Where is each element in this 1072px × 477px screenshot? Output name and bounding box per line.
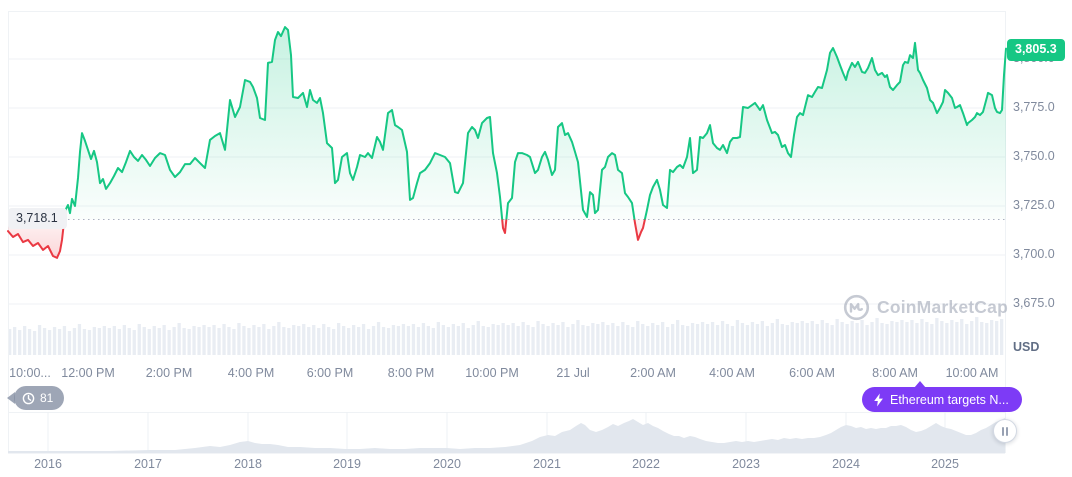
timeline-range-handle[interactable] xyxy=(993,419,1017,443)
lightning-icon xyxy=(874,393,883,406)
x-axis-tick: 12:00 PM xyxy=(61,366,115,380)
history-clock-icon xyxy=(22,392,35,404)
x-axis-tick: 6:00 PM xyxy=(306,366,354,380)
timeline-year-tick: 2017 xyxy=(134,457,162,471)
currency-unit-label: USD xyxy=(1013,340,1040,354)
price-area-fills xyxy=(8,27,1006,258)
x-axis-tick: 21 Jul xyxy=(556,366,590,380)
current-price-badge: 3,805.3 xyxy=(1007,39,1065,61)
timeline-year-tick: 2024 xyxy=(832,457,860,471)
handle-grip-bar xyxy=(1002,426,1004,436)
y-axis-tick: 3,750.0 xyxy=(1013,149,1055,163)
x-axis-tick: 10:00... xyxy=(9,366,51,380)
timeline-year-tick: 2021 xyxy=(533,457,561,471)
y-axis-tick: 3,775.0 xyxy=(1013,100,1055,114)
timeline-overview xyxy=(8,412,1005,453)
timeline-year-tick: 2016 xyxy=(34,457,62,471)
watchers-badge[interactable]: 81 xyxy=(14,386,65,410)
coinmarketcap-logo-icon xyxy=(843,294,870,321)
x-axis-tick: 4:00 AM xyxy=(709,366,755,380)
x-axis-tick: 10:00 PM xyxy=(465,366,519,380)
timeline-year-tick: 2018 xyxy=(234,457,262,471)
x-axis-tick: 8:00 PM xyxy=(387,366,435,380)
price-line xyxy=(7,26,1007,259)
y-axis-tick: 3,675.0 xyxy=(1013,296,1055,310)
x-axis-tick: 10:00 AM xyxy=(945,366,999,380)
timeline-year-tick: 2023 xyxy=(732,457,760,471)
y-axis-tick: 3,725.0 xyxy=(1013,198,1055,212)
watermark-text: CoinMarketCap xyxy=(877,297,1008,317)
x-axis-tick: 2:00 PM xyxy=(145,366,193,380)
overview-area xyxy=(8,418,1005,453)
timeline-year-tick: 2022 xyxy=(632,457,660,471)
watchers-count: 81 xyxy=(40,391,54,405)
gridlines xyxy=(8,11,1006,454)
open-price-label: 3,718.1 xyxy=(8,208,67,229)
coinmarketcap-watermark: CoinMarketCap xyxy=(843,294,1008,321)
timeline-year-tick: 2025 xyxy=(931,457,959,471)
timeline-year-tick: 2019 xyxy=(333,457,361,471)
news-flash-label: Ethereum targets N... xyxy=(890,392,1009,407)
x-axis-tick: 4:00 PM xyxy=(227,366,275,380)
news-flash-badge[interactable]: Ethereum targets N... xyxy=(862,381,1022,412)
x-axis-tick: 6:00 AM xyxy=(789,366,835,380)
x-axis-tick: 2:00 AM xyxy=(630,366,676,380)
x-axis-tick: 8:00 AM xyxy=(872,366,918,380)
timeline-year-tick: 2020 xyxy=(433,457,461,471)
handle-grip-bar xyxy=(1006,426,1008,436)
tooltip-arrow-up-icon xyxy=(914,381,926,388)
y-axis-tick: 3,700.0 xyxy=(1013,247,1055,261)
volume-bars xyxy=(8,317,1004,355)
